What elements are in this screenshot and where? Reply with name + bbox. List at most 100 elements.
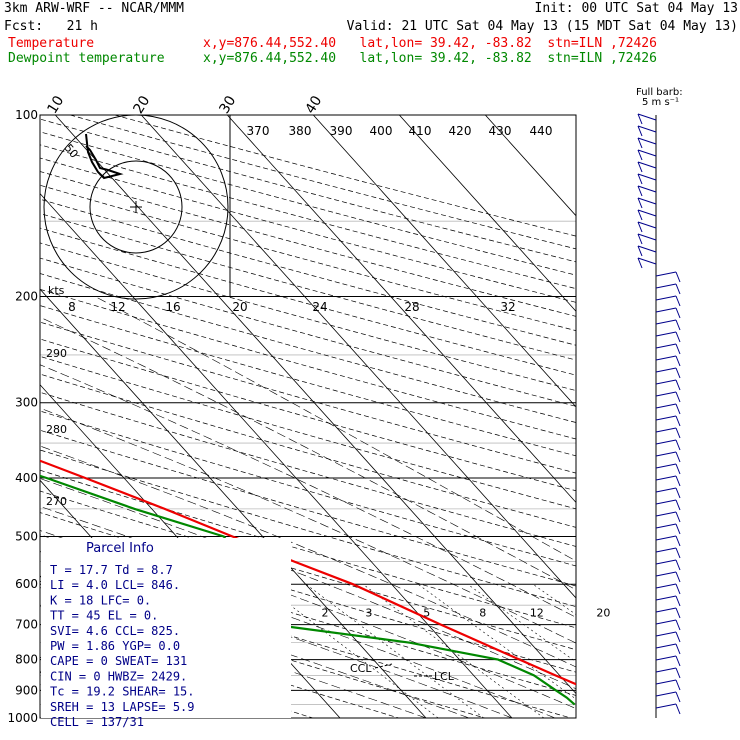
barb-legend-title: Full barb: [636, 87, 683, 98]
wind-barb [637, 245, 657, 253]
init-time: Init: 00 UTC Sat 04 May 13 [534, 1, 739, 16]
dry-adiabat-line [40, 580, 485, 718]
wind-barb [637, 209, 657, 217]
wind-barb [655, 583, 677, 589]
pressure-tick-label: 500 [15, 529, 38, 543]
wind-barb [655, 703, 677, 709]
theta-label: 400 [370, 124, 393, 138]
wind-barb [655, 559, 677, 565]
wind-barb-flag [675, 559, 681, 571]
wind-barb-flag [675, 607, 681, 619]
wind-barb [655, 307, 677, 313]
dry-adiabat-line [40, 242, 576, 391]
lcl-annotation: LCL [434, 670, 455, 683]
dry-adiabat-line [40, 288, 576, 440]
wind-barb [637, 149, 657, 157]
temperature-location: x,y=876.44,552.40 lat,lon= 39.42, -83.82… [203, 36, 657, 51]
wind-barb-flag [637, 137, 643, 149]
dry-adiabat-line [40, 321, 576, 474]
theta-label: 380 [289, 124, 312, 138]
moist-adiabat-line [40, 407, 576, 644]
wind-barb-flag [675, 547, 681, 559]
hodograph-ring [43, 114, 229, 300]
ccl-annotation: CCL [350, 662, 372, 675]
wind-barb-flag [675, 415, 681, 427]
dry-adiabat-line [40, 429, 576, 587]
wind-barb-flag [637, 245, 643, 257]
wind-barb [655, 679, 677, 685]
wind-barb-flag [675, 307, 681, 319]
wind-barb [655, 499, 677, 505]
mixing-ratio-line [262, 583, 439, 718]
pressure-tick-label: 900 [15, 683, 38, 697]
mixing-ratio-label: 5 [423, 607, 430, 620]
wind-barb-flag [637, 149, 643, 161]
wind-barb-flag [675, 367, 681, 379]
wind-barb-flag [675, 523, 681, 535]
wind-barb [655, 427, 677, 433]
mixing-ratio-label: 8 [479, 607, 486, 620]
wind-barb [655, 355, 677, 361]
wind-barb-flag [637, 185, 643, 197]
theta-label: 430 [489, 124, 512, 138]
wind-barb [655, 535, 677, 541]
hodograph-speed-label: 16 [165, 300, 180, 314]
wind-barb-flag [675, 595, 681, 607]
dewpoint-profile [40, 474, 576, 706]
theta-left-label: 290 [46, 347, 67, 360]
hodograph-trace [85, 133, 124, 180]
wind-barb [655, 667, 677, 673]
wind-barb [655, 523, 677, 529]
wind-barb [655, 379, 677, 385]
wind-barb [655, 571, 677, 577]
wind-barb-flag [675, 463, 681, 475]
wind-barb [655, 631, 677, 637]
isotherm-line [313, 115, 576, 408]
wind-barb [655, 403, 677, 409]
wind-barb-flag [675, 571, 681, 583]
temperature-legend: Temperature [8, 36, 95, 51]
wind-barb-flag [675, 655, 681, 667]
theta-label: 370 [247, 124, 270, 138]
moist-adiabat-line [40, 364, 576, 618]
wind-barb [655, 295, 677, 301]
parcel-info-row: LI = 4.0 LCL= 846. [50, 578, 180, 592]
mixing-ratio-label: 2 [322, 607, 329, 620]
dry-adiabat-line [40, 410, 576, 567]
parcel-info-row: SVI= 4.6 CCL= 825. [50, 624, 180, 638]
wind-barb-flag [675, 271, 681, 283]
pressure-tick-label: 400 [15, 471, 38, 485]
mixing-ratio-line [362, 583, 545, 718]
hodograph-units: kts [48, 284, 65, 297]
valid-time: Valid: 21 UTC Sat 04 May 13 (15 MDT Sat … [346, 19, 738, 34]
wind-barb [655, 691, 677, 697]
wind-barb-flag [637, 233, 643, 245]
mixing-ratio-label: 20 [596, 607, 610, 620]
pressure-tick-label: 100 [15, 108, 38, 122]
hodograph-ring [89, 160, 183, 254]
wind-barb-flag [675, 319, 681, 331]
wind-barb-flag [675, 619, 681, 631]
wind-barb-flag [675, 487, 681, 499]
wind-barb [655, 367, 677, 373]
isotherm-label: 10 [44, 93, 67, 117]
parcel-info-row: T = 17.7 Td = 8.7 [50, 563, 173, 577]
isotherm-line [399, 115, 576, 312]
theta-label: 410 [409, 124, 432, 138]
wind-barb-flag [675, 631, 681, 643]
wind-barb-flag [675, 703, 681, 715]
pressure-tick-label: 800 [15, 653, 38, 667]
pressure-tick-label: 200 [15, 290, 38, 304]
wind-barb [655, 343, 677, 349]
mixing-ratio-line [305, 583, 484, 718]
isotherm-label: 40 [302, 93, 325, 117]
wind-barb [637, 137, 657, 145]
model-title: 3km ARW-WRF -- NCAR/MMM [4, 1, 185, 16]
wind-barb-flag [675, 379, 681, 391]
dry-adiabat-line [40, 213, 576, 361]
wind-barb [655, 511, 677, 517]
wind-barb [637, 173, 657, 181]
wind-barb [655, 391, 677, 397]
wind-barb [655, 619, 677, 625]
mixing-ratio-line [467, 583, 576, 663]
